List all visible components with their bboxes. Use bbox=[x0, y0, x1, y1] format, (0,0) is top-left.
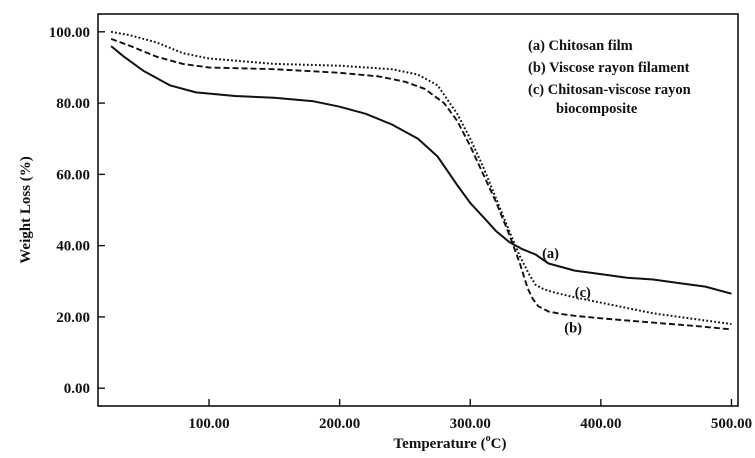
plot-frame bbox=[97, 13, 739, 407]
axis-ticks: 100.00 200.00 300.00 400.00 500.00 0.00 20.00 4… bbox=[49, 25, 752, 432]
legend-entry: (c) Chitosan-viscose rayon bbox=[528, 82, 691, 98]
x-axis-label-degree: o bbox=[486, 433, 491, 444]
legend-entry: (b) Viscose rayon filament bbox=[528, 60, 690, 76]
x-axis-label: Temperature (oC) bbox=[394, 433, 507, 452]
x-axis-label-unit: C) bbox=[491, 436, 507, 452]
legend-entry-continued: biocomposite bbox=[556, 101, 638, 117]
series-annotation: (c) bbox=[575, 285, 591, 301]
y-tick-label: 60.00 bbox=[56, 167, 90, 183]
x-tick-label: 500.00 bbox=[711, 416, 752, 432]
x-tick-label: 300.00 bbox=[450, 416, 491, 432]
series-annotation: (b) bbox=[564, 321, 582, 337]
series-layer bbox=[110, 30, 732, 331]
series-line-1 bbox=[110, 45, 732, 295]
y-axis-label: Weight Loss (%) bbox=[18, 156, 34, 264]
x-tick-label: 200.00 bbox=[319, 416, 360, 432]
y-tick-label: 40.00 bbox=[56, 239, 90, 255]
x-tick-label: 100.00 bbox=[188, 416, 229, 432]
y-tick-label: 0.00 bbox=[64, 381, 90, 397]
annotation-layer: (a) (c) (b) bbox=[542, 246, 591, 337]
series-line-2 bbox=[110, 38, 732, 331]
x-axis-label-main: Temperature ( bbox=[394, 436, 486, 452]
y-tick-label: 20.00 bbox=[56, 310, 90, 326]
legend: (a) Chitosan film (b) Viscose rayon filam… bbox=[528, 38, 691, 117]
x-tick-label: 400.00 bbox=[580, 416, 621, 432]
y-tick-label: 100.00 bbox=[49, 25, 90, 41]
y-tick-label: 80.00 bbox=[56, 96, 90, 112]
legend-entry: (a) Chitosan film bbox=[528, 38, 633, 54]
series-annotation: (a) bbox=[542, 246, 559, 262]
